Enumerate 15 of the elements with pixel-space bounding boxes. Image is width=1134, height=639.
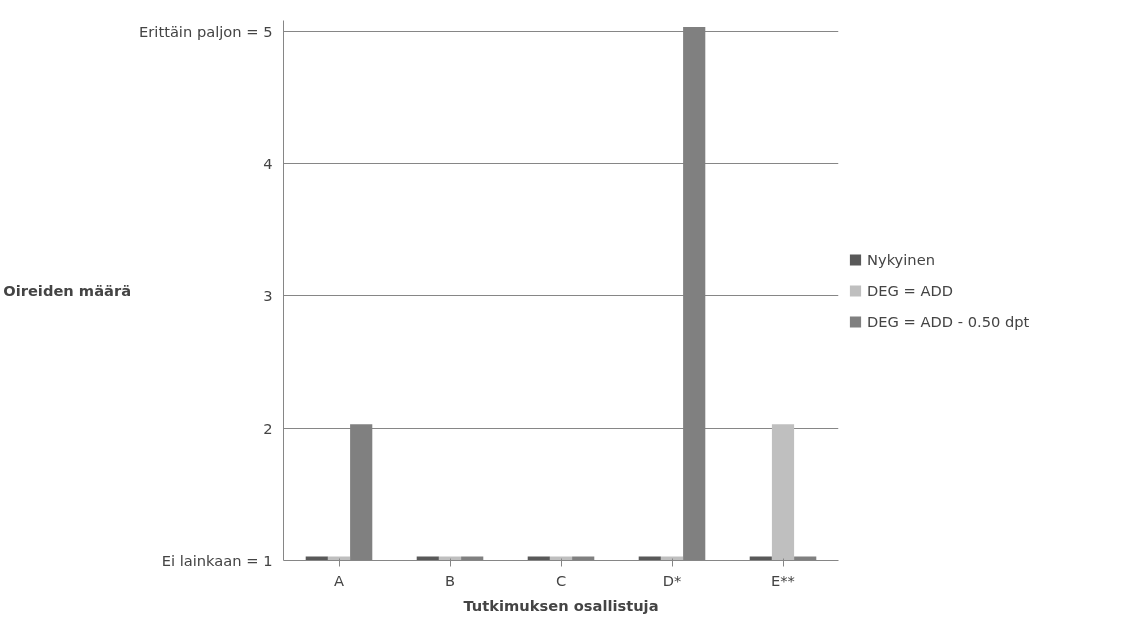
legend-label: DEG = ADD - 0.50 dpt <box>867 312 1030 330</box>
y-tick-label: Ei lainkaan = 1 <box>161 552 273 569</box>
y-tick-label: 4 <box>263 154 273 172</box>
x-tick-label: E** <box>771 571 795 589</box>
x-axis-title: Tutkimuksen osallistuja <box>463 596 659 614</box>
x-tick-label: B <box>444 571 456 589</box>
y-axis-title: Oireiden määrä <box>3 282 132 299</box>
legend-label: Nykyinen <box>867 250 935 268</box>
legend-label: DEG = ADD <box>867 281 954 299</box>
y-tick-label: Erittäin paljon = 5 <box>139 22 273 40</box>
x-tick-label: C <box>555 571 567 589</box>
x-tick-label: A <box>333 571 345 589</box>
x-tick-label: D* <box>662 571 682 589</box>
y-tick-label: 3 <box>263 287 273 305</box>
y-tick-label: 2 <box>263 419 273 437</box>
